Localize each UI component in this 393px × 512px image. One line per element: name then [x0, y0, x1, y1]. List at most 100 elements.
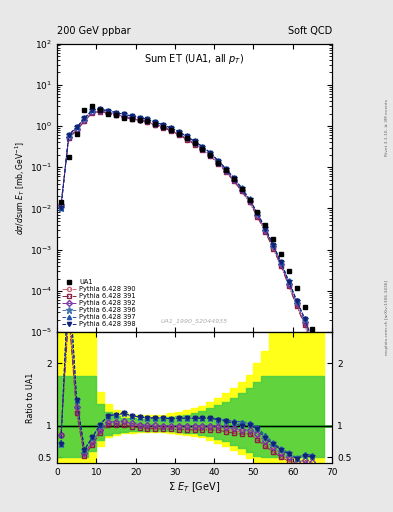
UA1	[114, 113, 118, 119]
Pythia 6.428 398	[184, 133, 189, 139]
Pythia 6.428 396	[263, 225, 268, 231]
Pythia 6.428 396	[271, 242, 275, 248]
Pythia 6.428 397	[121, 111, 126, 117]
Pythia 6.428 397	[161, 122, 165, 128]
Pythia 6.428 390	[106, 110, 110, 116]
Pythia 6.428 396	[255, 210, 260, 216]
Pythia 6.428 397	[294, 297, 299, 304]
Pythia 6.428 396	[208, 150, 213, 156]
Pythia 6.428 392	[231, 177, 236, 183]
UA1	[169, 127, 173, 133]
Pythia 6.428 392	[137, 117, 142, 123]
Pythia 6.428 390	[255, 213, 260, 219]
Pythia 6.428 398	[153, 119, 158, 125]
Pythia 6.428 391	[114, 112, 118, 118]
Pythia 6.428 391	[129, 116, 134, 122]
Pythia 6.428 397	[279, 259, 283, 265]
Pythia 6.428 392	[114, 111, 118, 117]
Pythia 6.428 396	[224, 166, 228, 172]
Pythia 6.428 391	[153, 122, 158, 128]
Pythia 6.428 396	[286, 279, 291, 285]
UA1	[98, 106, 103, 113]
Pythia 6.428 392	[279, 261, 283, 267]
Pythia 6.428 397	[90, 107, 95, 113]
UA1	[247, 197, 252, 203]
UA1	[294, 285, 299, 291]
Pythia 6.428 396	[74, 124, 79, 131]
Pythia 6.428 390	[302, 321, 307, 327]
Pythia 6.428 391	[90, 110, 95, 116]
Pythia 6.428 396	[216, 158, 220, 164]
Pythia 6.428 398	[310, 338, 315, 345]
Pythia 6.428 392	[208, 152, 213, 158]
Pythia 6.428 390	[294, 302, 299, 308]
Pythia 6.428 396	[294, 297, 299, 304]
Pythia 6.428 398	[279, 260, 283, 266]
Pythia 6.428 398	[121, 111, 126, 117]
Pythia 6.428 390	[145, 118, 150, 124]
UA1	[153, 121, 158, 127]
UA1	[271, 236, 275, 242]
Pythia 6.428 391	[224, 169, 228, 175]
Pythia 6.428 391	[161, 125, 165, 131]
Pythia 6.428 391	[137, 117, 142, 123]
Pythia 6.428 390	[161, 124, 165, 131]
Pythia 6.428 397	[59, 205, 63, 211]
Pythia 6.428 392	[129, 115, 134, 121]
Pythia 6.428 398	[255, 210, 260, 217]
Line: Pythia 6.428 398: Pythia 6.428 398	[59, 107, 314, 344]
Pythia 6.428 396	[90, 107, 95, 113]
Pythia 6.428 397	[106, 108, 110, 114]
Pythia 6.428 397	[231, 175, 236, 181]
Y-axis label: $d\sigma/d\mathrm{sum}\ E_T\ [\mathrm{mb,GeV}^{-1}]$: $d\sigma/d\mathrm{sum}\ E_T\ [\mathrm{mb…	[13, 141, 27, 235]
Pythia 6.428 390	[247, 199, 252, 205]
Pythia 6.428 392	[66, 134, 71, 140]
Pythia 6.428 396	[82, 115, 87, 121]
Pythia 6.428 392	[161, 124, 165, 130]
Pythia 6.428 390	[90, 109, 95, 115]
Pythia 6.428 397	[74, 124, 79, 131]
Pythia 6.428 396	[192, 138, 197, 144]
Pythia 6.428 391	[98, 109, 103, 115]
Pythia 6.428 396	[176, 129, 181, 135]
UA1	[129, 116, 134, 122]
Pythia 6.428 392	[192, 140, 197, 146]
Pythia 6.428 392	[98, 108, 103, 114]
Pythia 6.428 392	[184, 135, 189, 141]
Pythia 6.428 390	[129, 115, 134, 121]
Pythia 6.428 392	[59, 202, 63, 208]
Pythia 6.428 392	[224, 167, 228, 174]
UA1	[74, 131, 79, 137]
Pythia 6.428 391	[59, 202, 63, 208]
Pythia 6.428 391	[302, 322, 307, 328]
Pythia 6.428 398	[247, 197, 252, 203]
UA1	[310, 326, 315, 332]
Pythia 6.428 396	[121, 111, 126, 117]
Pythia 6.428 396	[184, 133, 189, 139]
Pythia 6.428 398	[114, 110, 118, 116]
Pythia 6.428 398	[231, 175, 236, 181]
Pythia 6.428 391	[169, 128, 173, 134]
Pythia 6.428 390	[66, 135, 71, 141]
Pythia 6.428 390	[271, 245, 275, 251]
Pythia 6.428 390	[224, 168, 228, 174]
Pythia 6.428 397	[271, 242, 275, 248]
UA1	[184, 135, 189, 141]
Pythia 6.428 390	[82, 118, 87, 124]
UA1	[145, 118, 150, 124]
Pythia 6.428 397	[184, 133, 189, 139]
Pythia 6.428 398	[66, 132, 71, 138]
Line: Pythia 6.428 392: Pythia 6.428 392	[59, 109, 314, 347]
Pythia 6.428 398	[176, 129, 181, 135]
Pythia 6.428 397	[247, 196, 252, 202]
Line: Pythia 6.428 396: Pythia 6.428 396	[58, 106, 316, 344]
X-axis label: $\Sigma\ E_T\ [\mathrm{GeV}]$: $\Sigma\ E_T\ [\mathrm{GeV}]$	[169, 480, 220, 494]
Pythia 6.428 391	[239, 188, 244, 195]
Pythia 6.428 397	[98, 106, 103, 112]
Pythia 6.428 392	[216, 159, 220, 165]
Pythia 6.428 392	[106, 110, 110, 116]
Pythia 6.428 398	[90, 107, 95, 113]
Pythia 6.428 398	[192, 138, 197, 144]
Line: Pythia 6.428 391: Pythia 6.428 391	[59, 110, 314, 352]
Pythia 6.428 392	[169, 127, 173, 133]
